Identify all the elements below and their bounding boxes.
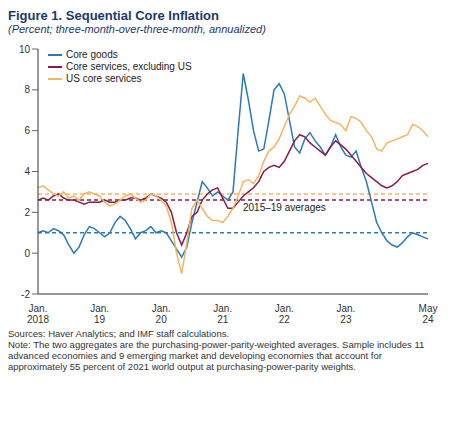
svg-text:0: 0 xyxy=(24,248,30,259)
svg-text:Jan.21: Jan.21 xyxy=(213,303,232,324)
svg-text:4: 4 xyxy=(24,166,30,177)
html-text:Sources: Haver Analytics; and: Sources: Haver Analytics; and IMF staff … xyxy=(8,328,230,339)
html-text:(Percent; three-month-over-thr: (Percent; three-month-over-three-month, … xyxy=(8,23,266,35)
html-text:Core services, excluding US: Core services, excluding US xyxy=(66,61,192,72)
svg-text:-2: -2 xyxy=(21,289,30,300)
svg-text:Jan.20: Jan.20 xyxy=(152,303,171,324)
svg-text:Jan.2018: Jan.2018 xyxy=(27,303,50,324)
html-text:Figure 1. Sequential Core Infl: Figure 1. Sequential Core Inflation xyxy=(8,8,219,23)
svg-text:Jan.19: Jan.19 xyxy=(90,303,109,324)
html-text:Note: The two aggregates are t: Note: The two aggregates are the purchas… xyxy=(8,339,425,372)
svg-text:6: 6 xyxy=(24,125,30,136)
html-text:2015–19 averages: 2015–19 averages xyxy=(243,202,326,213)
html-text:Core goods: Core goods xyxy=(66,49,118,60)
svg-text:May24: May24 xyxy=(419,303,438,324)
html-text:US core services: US core services xyxy=(66,73,142,84)
svg-text:8: 8 xyxy=(24,84,30,95)
svg-text:2: 2 xyxy=(24,207,30,218)
svg-text:Jan.23: Jan.23 xyxy=(336,303,355,324)
svg-text:10: 10 xyxy=(19,44,31,55)
svg-text:Jan.22: Jan.22 xyxy=(275,303,294,324)
